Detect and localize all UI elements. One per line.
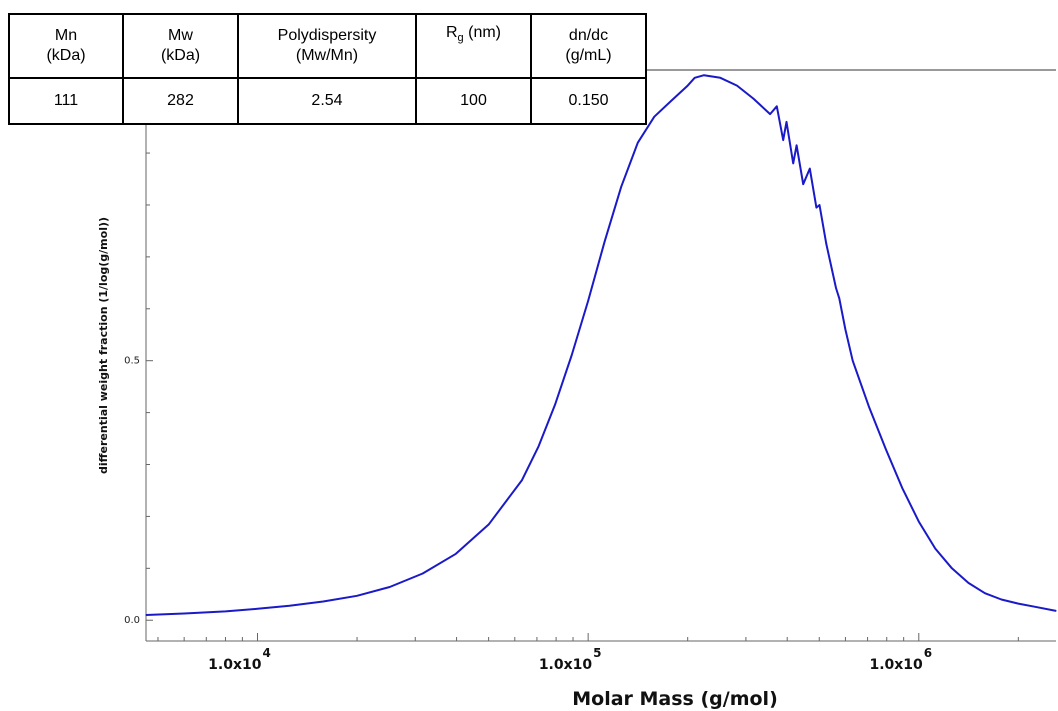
series-point — [802, 183, 804, 185]
series-point — [455, 553, 457, 555]
series-point — [809, 168, 811, 170]
series-point — [670, 100, 672, 102]
series-point — [687, 85, 689, 87]
series-point — [554, 404, 556, 406]
x-axis-label: Molar Mass (g/mol) — [572, 688, 778, 710]
series-point — [934, 548, 936, 550]
header-dndc: dn/dc (g/mL) — [530, 13, 647, 79]
series-point — [322, 600, 324, 603]
series-point — [719, 77, 721, 79]
series-point — [792, 162, 794, 164]
series-point — [1017, 603, 1019, 605]
cell-rg-value: 100 — [415, 77, 532, 125]
y-tick-label: 0.0 — [124, 615, 140, 626]
header-dndc-label: dn/dc — [568, 27, 609, 44]
header-rg-unit: (nm) — [463, 24, 501, 42]
y-tick-label: 0.5 — [124, 356, 140, 367]
series-line — [145, 74, 1057, 616]
header-polydispersity-label: Polydispersity — [277, 27, 377, 44]
series-point — [752, 98, 755, 100]
header-mn: Mn (kDa) — [8, 13, 124, 79]
series-point — [818, 204, 821, 206]
series-point — [901, 487, 903, 489]
series-point — [984, 592, 986, 594]
series-point — [703, 74, 705, 76]
series-point — [694, 77, 696, 79]
header-rg: Rg (nm) — [415, 13, 532, 79]
series-point — [653, 116, 655, 118]
cell-polydispersity-value: 2.54 — [237, 77, 417, 125]
series-point — [521, 479, 523, 481]
x-tick-exponent: 6 — [924, 646, 932, 660]
header-mn-unit: (kDa) — [46, 47, 86, 64]
series-point — [1000, 598, 1003, 601]
cell-mn-value: 111 — [8, 77, 124, 125]
header-polydispersity: Polydispersity (Mw/Mn) — [237, 13, 417, 79]
series-point — [852, 360, 854, 362]
series-point — [967, 582, 970, 584]
series-point — [868, 406, 870, 408]
series-point — [587, 300, 589, 302]
series-point — [838, 297, 840, 299]
series-point — [736, 85, 738, 87]
series-point — [183, 612, 185, 615]
series-point — [785, 121, 788, 123]
x-tick-label: 1.0x10 — [539, 657, 593, 673]
x-tick-exponent: 5 — [593, 646, 601, 660]
table-header-row: Mn (kDa) Mw (kDa) Polydispersity (Mw/Mn)… — [8, 13, 647, 79]
series-point — [918, 521, 920, 523]
series-point — [825, 243, 827, 245]
series-point — [782, 139, 784, 141]
series-point — [776, 105, 778, 107]
cell-dndc-value: 0.150 — [530, 77, 647, 125]
series-point — [288, 605, 291, 607]
header-rg-subscript: g — [457, 32, 464, 45]
series-point — [769, 113, 771, 115]
series-point — [620, 186, 622, 188]
series-point — [1033, 606, 1036, 608]
y-axis-label: differential weight fraction (1/log(g/mo… — [97, 217, 110, 474]
series-point — [422, 572, 424, 575]
header-dndc-unit: (g/mL) — [565, 47, 612, 64]
series-point — [885, 448, 887, 450]
header-mw: Mw (kDa) — [122, 13, 239, 79]
series-point — [844, 328, 847, 331]
series-point — [637, 142, 639, 144]
series-point — [951, 567, 953, 569]
series-point — [796, 144, 798, 146]
header-mn-label: Mn — [54, 27, 78, 44]
header-mw-unit: (kDa) — [160, 47, 201, 64]
polymer-properties-table: Mn (kDa) Mw (kDa) Polydispersity (Mw/Mn)… — [8, 13, 647, 125]
series-point — [145, 614, 147, 616]
series-point — [1055, 610, 1057, 612]
series-point — [604, 240, 606, 242]
table-row: 111 282 2.54 100 0.150 — [8, 77, 647, 125]
series-point — [488, 523, 490, 525]
series-point — [356, 595, 358, 597]
series-point — [571, 354, 573, 357]
series-point — [538, 445, 540, 447]
x-tick-label: 1.0x10 — [869, 657, 923, 673]
header-polydispersity-unit: (Mw/Mn) — [295, 47, 359, 64]
series-point — [256, 608, 259, 610]
cell-mw-value: 282 — [122, 77, 239, 125]
x-tick-label: 1.0x10 — [208, 657, 262, 673]
series-point — [224, 610, 227, 613]
header-mw-label: Mw — [168, 27, 193, 44]
series-point — [815, 207, 818, 209]
series-point — [835, 287, 837, 289]
series-point — [389, 586, 391, 588]
x-tick-exponent: 4 — [263, 646, 271, 660]
header-rg-label: R — [445, 24, 458, 42]
